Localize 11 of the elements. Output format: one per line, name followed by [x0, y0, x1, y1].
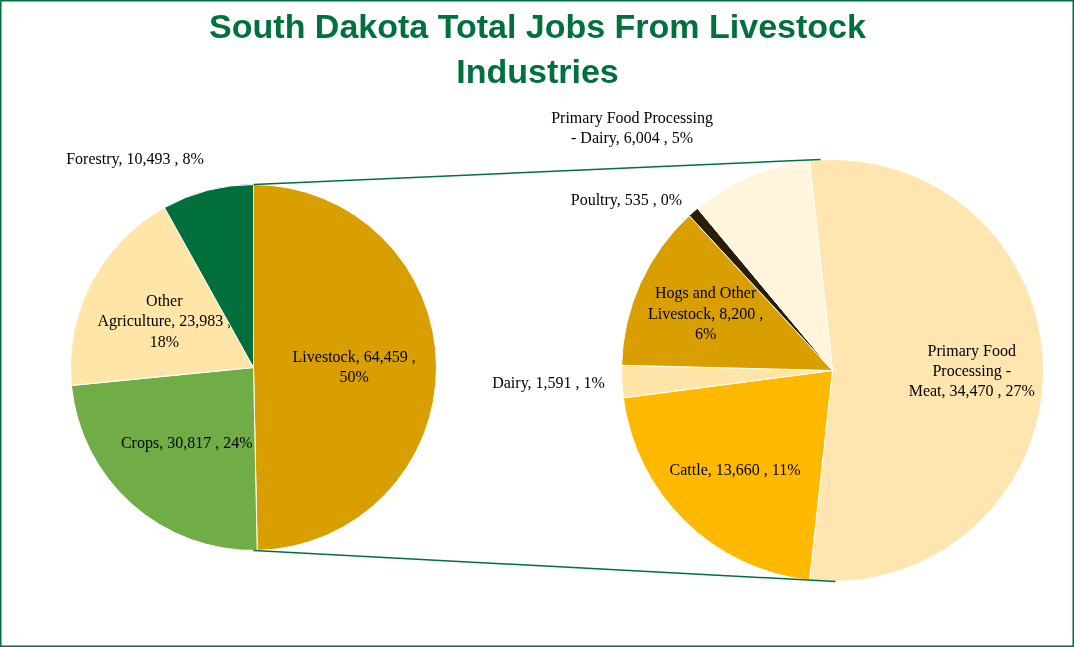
text: South Dakota Total Jobs From Livestock Industries	[209, 6, 866, 91]
slice-label: Dairy, 1,591 , 1%	[492, 373, 605, 392]
slice-label: Cattle, 13,660 , 11%	[669, 461, 801, 479]
slice-label: Crops, 30,817 , 24%	[120, 434, 253, 453]
slice-label: Poultry, 535 , 0%	[570, 190, 683, 209]
slice-label: Livestock, 64,459 , 50%	[292, 347, 416, 386]
slice-label: Other Agriculture, 23,983 , 18%	[97, 291, 232, 350]
slice-label: Primary Food Processing - Meat, 34,470 , 27%	[908, 341, 1035, 400]
slice-label: Hogs and Other Livestock, 8,200 , 6%	[648, 284, 764, 343]
slice-label: Primary Food Processing - Dairy, 6,004 , 5%	[551, 108, 713, 148]
slice-label: Forestry, 10,493 , 8%	[66, 149, 204, 168]
